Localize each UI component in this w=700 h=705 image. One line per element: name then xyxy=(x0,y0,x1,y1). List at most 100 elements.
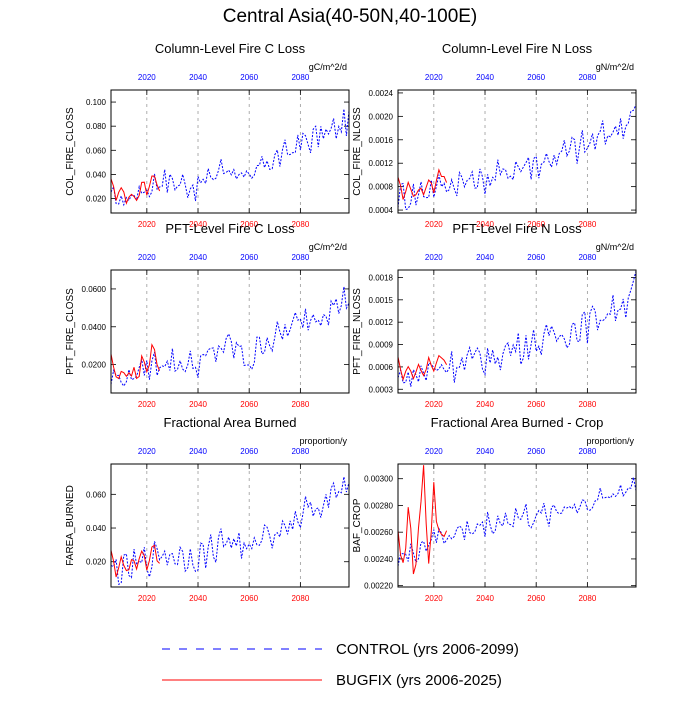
x-tick-label-bottom: 2080 xyxy=(291,594,309,603)
y-tick-label: 0.060 xyxy=(86,490,107,499)
x-tick-label-bottom: 2080 xyxy=(291,400,309,409)
y-tick-label: 0.020 xyxy=(86,558,107,567)
y-tick-label: 0.0024 xyxy=(369,89,394,98)
y-axis-label: COL_FIRE_CLOSS xyxy=(65,107,76,196)
series-line-bugfix xyxy=(398,465,448,575)
x-tick-label-bottom: 2020 xyxy=(138,594,156,603)
x-tick-label-bottom: 2020 xyxy=(425,220,443,229)
x-tick-label-top: 2080 xyxy=(578,73,596,82)
figure-title: Central Asia(40-50N,40-100E) xyxy=(222,6,478,27)
y-tick-label: 0.0200 xyxy=(82,361,107,370)
x-tick-label-bottom: 2020 xyxy=(138,220,156,229)
chart-title: PFT-Level Fire C Loss xyxy=(165,221,295,236)
x-tick-label-top: 2080 xyxy=(291,447,309,456)
series-line-bugfix xyxy=(111,175,161,205)
y-tick-label: 0.00240 xyxy=(364,555,393,564)
x-tick-label-top: 2020 xyxy=(138,447,156,456)
y-tick-label: 0.00280 xyxy=(364,501,393,510)
x-tick-label-top: 2060 xyxy=(527,73,545,82)
x-tick-label-top: 2060 xyxy=(240,447,258,456)
x-tick-label-bottom: 2040 xyxy=(189,220,207,229)
x-tick-label-top: 2080 xyxy=(291,253,309,262)
y-tick-label: 0.0015 xyxy=(369,296,394,305)
units-label: gC/m^2/d xyxy=(309,62,347,72)
y-tick-label: 0.040 xyxy=(86,524,107,533)
y-tick-label: 0.100 xyxy=(86,98,107,107)
series-line-control xyxy=(111,108,349,207)
x-tick-label-bottom: 2080 xyxy=(578,400,596,409)
x-tick-label-top: 2080 xyxy=(578,447,596,456)
x-tick-label-top: 2040 xyxy=(189,253,207,262)
chart-panel-4: PFT-Level Fire N Loss gN/m^2/d 2020 2020 204… xyxy=(352,221,637,409)
plot-frame xyxy=(110,463,350,588)
chart-title: Fractional Area Burned xyxy=(164,415,297,430)
y-tick-label: 0.00300 xyxy=(364,475,393,484)
chart-title: Column-Level Fire C Loss xyxy=(155,41,306,56)
y-tick-label: 0.040 xyxy=(86,170,107,179)
x-tick-label-bottom: 2060 xyxy=(240,594,258,603)
x-tick-label-top: 2060 xyxy=(240,253,258,262)
y-tick-label: 0.0009 xyxy=(369,341,394,350)
x-tick-label-bottom: 2040 xyxy=(189,400,207,409)
x-tick-label-top: 2060 xyxy=(527,447,545,456)
y-tick-label: 0.020 xyxy=(86,195,107,204)
y-tick-label: 0.0012 xyxy=(369,318,394,327)
chart-panel-3: PFT-Level Fire C Loss gC/m^2/d 2020 2020 204… xyxy=(65,221,350,409)
chart-title: Fractional Area Burned - Crop xyxy=(431,415,604,430)
y-tick-label: 0.0008 xyxy=(369,183,394,192)
series-line-control xyxy=(398,270,636,387)
y-tick-label: 0.0003 xyxy=(369,385,394,394)
x-tick-label-bottom: 2040 xyxy=(476,400,494,409)
x-tick-label-top: 2040 xyxy=(189,447,207,456)
plot-frame xyxy=(397,269,637,394)
y-tick-label: 0.0016 xyxy=(369,136,394,145)
x-tick-label-bottom: 2040 xyxy=(476,594,494,603)
series-line-control xyxy=(111,476,349,586)
units-label: proportion/y xyxy=(299,436,347,446)
y-tick-label: 0.0020 xyxy=(369,112,394,121)
chart-title: Column-Level Fire N Loss xyxy=(442,41,593,56)
x-tick-label-top: 2060 xyxy=(240,73,258,82)
y-tick-label: 0.0600 xyxy=(82,285,107,294)
x-tick-label-top: 2040 xyxy=(476,447,494,456)
plot-frame xyxy=(110,89,350,214)
series-line-bugfix xyxy=(398,168,448,200)
x-tick-label-top: 2020 xyxy=(425,447,443,456)
x-tick-label-top: 2060 xyxy=(527,253,545,262)
series-line-bugfix xyxy=(398,354,448,382)
x-tick-label-top: 2080 xyxy=(291,73,309,82)
plot-frame xyxy=(397,89,637,214)
y-tick-label: 0.00220 xyxy=(364,582,393,591)
x-tick-label-bottom: 2060 xyxy=(527,220,545,229)
series-line-bugfix xyxy=(111,343,161,380)
x-tick-label-bottom: 2080 xyxy=(291,220,309,229)
x-tick-label-top: 2040 xyxy=(189,73,207,82)
x-tick-label-top: 2020 xyxy=(138,73,156,82)
x-tick-label-bottom: 2060 xyxy=(240,220,258,229)
y-tick-label: 0.080 xyxy=(86,122,107,131)
legend-bugfix-label: BUGFIX (yrs 2006-2025) xyxy=(336,672,502,689)
x-tick-label-top: 2040 xyxy=(476,73,494,82)
y-tick-label: 0.060 xyxy=(86,146,107,155)
x-tick-label-top: 2080 xyxy=(578,253,596,262)
plot-frame xyxy=(110,269,350,394)
x-tick-label-bottom: 2020 xyxy=(425,594,443,603)
x-tick-label-bottom: 2020 xyxy=(425,400,443,409)
x-tick-label-bottom: 2040 xyxy=(476,220,494,229)
y-axis-label: PFT_FIRE_NLOSS xyxy=(352,288,363,375)
units-label: gN/m^2/d xyxy=(596,62,634,72)
x-tick-label-bottom: 2060 xyxy=(240,400,258,409)
units-label: proportion/y xyxy=(586,436,634,446)
y-axis-label: PFT_FIRE_CLOSS xyxy=(65,288,76,375)
x-tick-label-top: 2040 xyxy=(476,253,494,262)
chart-title: PFT-Level Fire N Loss xyxy=(452,221,582,236)
x-tick-label-top: 2020 xyxy=(425,73,443,82)
legend: CONTROL (yrs 2006-2099) BUGFIX (yrs 2006… xyxy=(162,641,519,689)
series-line-bugfix xyxy=(111,544,160,578)
chart-panel-6: Fractional Area Burned - Crop proportion/… xyxy=(352,415,637,603)
units-label: gC/m^2/d xyxy=(309,242,347,252)
